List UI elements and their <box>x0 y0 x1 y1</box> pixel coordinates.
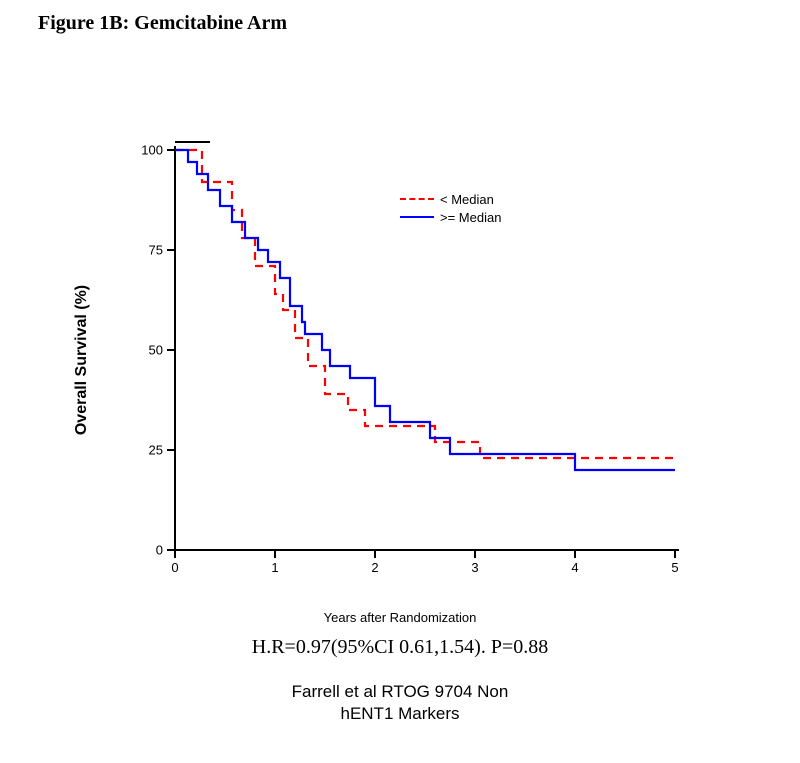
x-tick-label: 1 <box>271 560 278 575</box>
y-tick-label: 0 <box>156 543 163 558</box>
legend-swatch <box>400 198 434 200</box>
legend-swatch <box>400 216 434 218</box>
x-tick-label: 2 <box>371 560 378 575</box>
y-tick-label: 25 <box>149 443 163 458</box>
credit-line-2: hENT1 Markers <box>340 704 459 724</box>
x-tick-label: 3 <box>471 560 478 575</box>
x-tick-label: 4 <box>571 560 578 575</box>
legend-item: >= Median <box>400 208 501 226</box>
y-tick-label: 75 <box>149 243 163 258</box>
x-axis-label: Years after Randomization <box>324 610 477 625</box>
hazard-ratio-text: H.R=0.97(95%CI 0.61,1.54). P=0.88 <box>252 636 548 659</box>
y-tick-label: 50 <box>149 343 163 358</box>
credit-line-1: Farrell et al RTOG 9704 Non <box>292 682 509 702</box>
legend-label: < Median <box>440 192 494 207</box>
x-tick-label: 0 <box>171 560 178 575</box>
km-chart: 0 25 50 75 100 0 1 2 3 4 5 < Median >= Median <box>120 140 680 580</box>
y-axis-label: Overall Survival (%) <box>73 285 91 435</box>
figure-title: Figure 1B: Gemcitabine Arm <box>38 12 287 35</box>
x-tick-label: 5 <box>671 560 678 575</box>
legend-label: >= Median <box>440 210 501 225</box>
y-tick-label: 100 <box>141 143 163 158</box>
legend: < Median >= Median <box>400 190 501 226</box>
legend-item: < Median <box>400 190 501 208</box>
